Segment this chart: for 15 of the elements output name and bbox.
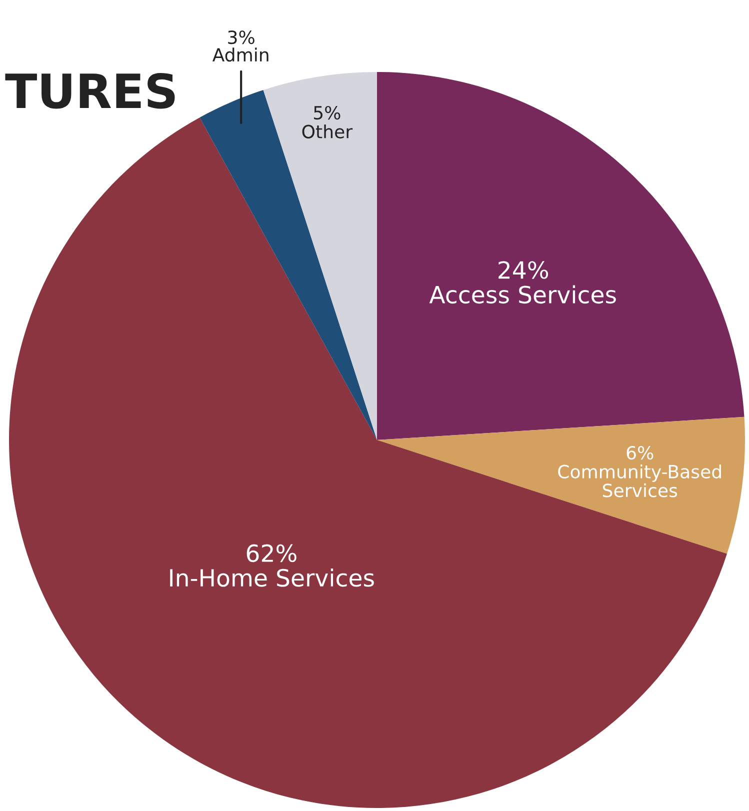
data-label: 3% bbox=[228, 30, 254, 44]
data-label: 5% bbox=[314, 106, 340, 120]
data-label: 62% bbox=[246, 544, 296, 562]
text: TURES bbox=[5, 72, 175, 109]
slice-label: Admin bbox=[212, 48, 268, 62]
pie-slice bbox=[377, 72, 744, 440]
slice-label: Community-Based Services bbox=[558, 464, 721, 498]
data-label: 24% bbox=[498, 261, 548, 279]
data-label: 6% bbox=[626, 446, 654, 460]
pie-slice bbox=[377, 416, 745, 554]
slice-label: Access Services bbox=[429, 285, 616, 304]
slice-label: Other bbox=[302, 124, 353, 138]
pie-slice bbox=[200, 90, 377, 440]
slice-label: In-Home Services bbox=[170, 568, 374, 587]
pie-slice bbox=[263, 72, 377, 440]
